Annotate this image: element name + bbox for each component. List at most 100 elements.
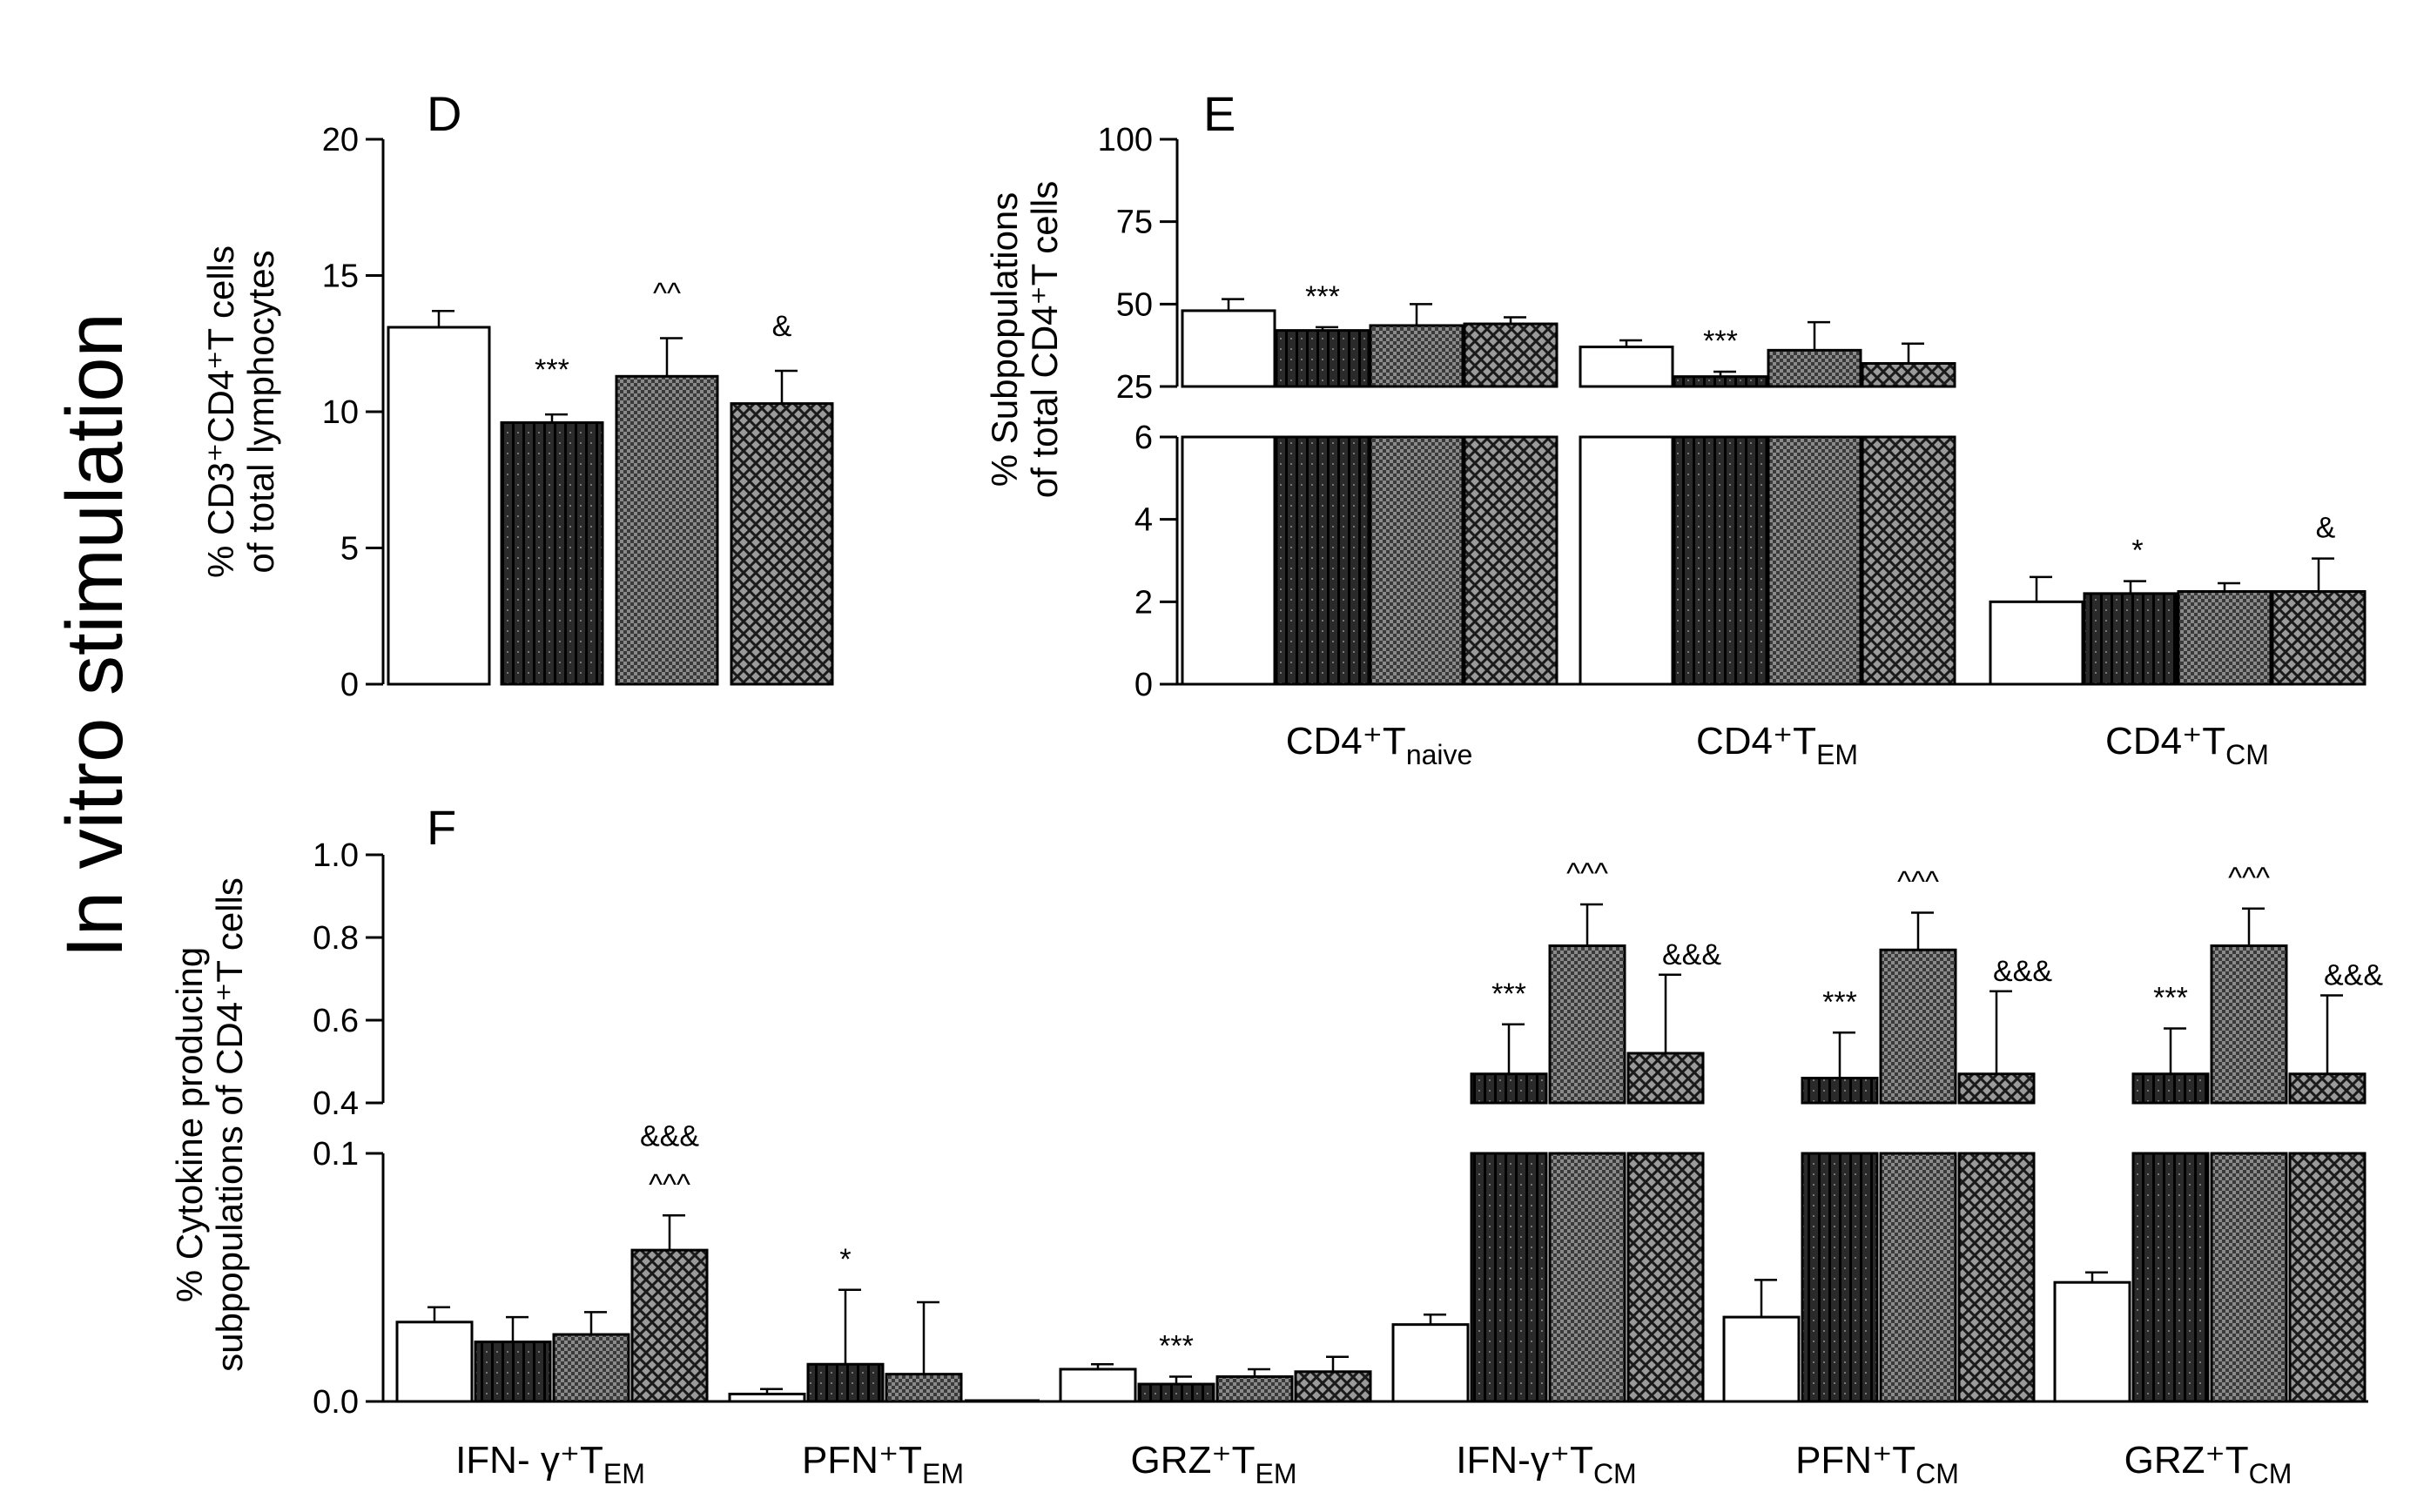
panel-f-bar: [1722, 1315, 1801, 1403]
panel-e-error-bar: [2312, 557, 2334, 592]
panel-e-significance-marker: *: [2131, 534, 2143, 568]
panel-e-category-label: CD4⁺TCM: [2105, 720, 2269, 770]
panel-f-significance-marker: ^^^: [649, 1168, 690, 1201]
panel-e-chart: 0 2 4 6 25 50 75 100 E % Subpopulationsof total C…: [984, 86, 2367, 770]
panel-e-y-tick-label: 25: [1116, 369, 1153, 406]
panel-e-y-tick-label: 6: [1134, 420, 1153, 456]
panel-e-error-bar: [1808, 320, 1830, 351]
panel-e-bar-upper: [1861, 361, 1956, 388]
panel-f-bar: [395, 1320, 474, 1403]
panel-f-error-bar: [2242, 907, 2265, 946]
panel-f-bar: [552, 1333, 630, 1403]
panel-f-category-label: PFN⁺TCM: [1795, 1439, 1959, 1489]
panel-f-y-tick-label: 0.4: [313, 1085, 359, 1122]
panel-f-bar-upper: [1626, 1052, 1705, 1105]
panel-f-bar: [885, 1373, 963, 1403]
panel-e-category-label: CD4⁺Tnaive: [1286, 720, 1473, 770]
panel-e-bar-upper: [1181, 309, 1276, 388]
panel-f-error-bar: [1424, 1314, 1446, 1325]
panel-f-bar-upper: [2131, 1072, 2210, 1105]
panel-f-error-bar: [584, 1311, 607, 1335]
panel-d-significance-marker: &: [772, 310, 792, 343]
panel-f-category-label: PFN⁺TEM: [802, 1439, 964, 1489]
panel-e-error-bar: [1713, 370, 1736, 377]
panel-d-significance-marker: ^^: [653, 277, 681, 310]
panel-f-significance-marker: ***: [1491, 978, 1526, 1011]
panel-f-bar: [806, 1362, 885, 1403]
panel-f-y-tick-label: 0.6: [313, 1003, 359, 1039]
panel-f-label: F: [427, 800, 456, 855]
panel-f-significance-marker: ^^^: [2228, 862, 2270, 895]
panel-f-significance-marker: *: [839, 1243, 851, 1276]
panel-e-significance-marker: ***: [1305, 280, 1340, 313]
panel-f-error-bar: [1091, 1363, 1114, 1369]
panel-e-bar: [2271, 590, 2367, 686]
panel-f-bar-upper: [1470, 1072, 1548, 1105]
panel-f-bar: [728, 1392, 806, 1403]
panel-f-error-bar: [1580, 903, 1603, 946]
panel-f-error-bar: [506, 1315, 529, 1342]
panel-f-bar-upper: [1879, 948, 1957, 1105]
panel-f-significance-marker: &&&: [2324, 959, 2383, 992]
panel-f-bar-lower: [1801, 1152, 1879, 1403]
panel-f-bar: [2053, 1280, 2131, 1403]
panel-f-bar-lower: [2288, 1152, 2367, 1403]
panel-e-error-bar: [1902, 342, 1924, 364]
panel-f-error-bar: [1326, 1355, 1349, 1372]
panel-e-error-bar: [1619, 339, 1642, 347]
panel-e-bar-lower: [1767, 435, 1862, 686]
panel-f-significance-marker: &&&: [1993, 955, 2052, 988]
panel-f-chart: 0.0 0.1 0.4 0.6 0.8 1.0 F % Cytokine producings…: [169, 800, 2383, 1489]
panel-d-y-tick-label: 15: [322, 259, 359, 295]
panel-d-chart: 0 5 10 15 20 D % CD3⁺CD4⁺T cellsof total lymph…: [200, 86, 834, 703]
panel-e-bar-lower: [1463, 435, 1559, 686]
panel-f-significance-marker: &&&: [640, 1119, 699, 1152]
panel-f-error-bar: [1502, 1023, 1525, 1074]
panel-f-bar: [1059, 1368, 1137, 1403]
panel-e-error-bar: [2218, 581, 2240, 592]
panel-f-significance-marker: &&&: [1662, 938, 1721, 971]
panel-f-bar: [474, 1341, 552, 1403]
panel-e-bar-lower: [1369, 435, 1464, 686]
panel-f-bar-upper: [1548, 944, 1626, 1105]
panel-e-bar-lower: [1673, 435, 1768, 686]
panel-e-error-bar: [1410, 303, 1432, 326]
panel-e-bar: [1989, 600, 2084, 686]
panel-e-error-bar: [1504, 316, 1526, 325]
panel-f-bar-lower: [2210, 1152, 2288, 1403]
panel-e-y-tick-label: 0: [1134, 667, 1153, 703]
panel-f-bar-lower: [1957, 1152, 2036, 1403]
panel-e-category-label: CD4⁺TEM: [1696, 720, 1858, 770]
panel-e-error-bar: [2124, 580, 2146, 594]
panel-d-error-bar: [432, 309, 454, 327]
panel-e-error-bar: [2030, 575, 2052, 602]
panel-f-error-bar: [917, 1300, 939, 1374]
panel-f-bar-lower: [1879, 1152, 1957, 1403]
panel-f-error-bar: [1911, 911, 1934, 951]
panel-d-label: D: [427, 86, 461, 141]
panel-e-bar-upper: [1275, 329, 1370, 388]
panel-d-y-tick-label: 0: [340, 667, 359, 703]
panel-f-bar-lower: [1626, 1152, 1705, 1403]
panel-e-error-bar: [1222, 298, 1244, 311]
panel-f-error-bar: [1989, 990, 2012, 1074]
panel-e-significance-marker: ***: [1703, 325, 1738, 358]
panel-d-y-tick-label: 10: [322, 394, 359, 431]
panel-e-bar-upper: [1579, 346, 1674, 388]
panel-f-bar: [630, 1248, 709, 1403]
panel-f-error-bar: [1833, 1032, 1855, 1079]
panel-f-significance-marker: ***: [1822, 985, 1857, 1018]
panel-d-bar: [615, 374, 719, 686]
panel-f-bar: [1294, 1370, 1372, 1403]
panel-e-y-axis-label: % Subpopulationsof total CD4⁺T cells: [984, 181, 1065, 499]
panel-f-y-tick-label: 0.8: [313, 920, 359, 957]
panel-e-bar: [2177, 590, 2272, 686]
panel-e-y-tick-label: 2: [1134, 584, 1153, 621]
panel-e-bar-lower: [1181, 435, 1276, 686]
panel-e-bar-upper: [1767, 348, 1862, 388]
panel-e-bar-lower: [1275, 435, 1370, 686]
panel-f-error-bar: [2164, 1027, 2186, 1074]
panel-e-bar-lower: [1861, 435, 1956, 686]
panel-e-y-tick-label: 75: [1116, 205, 1153, 241]
